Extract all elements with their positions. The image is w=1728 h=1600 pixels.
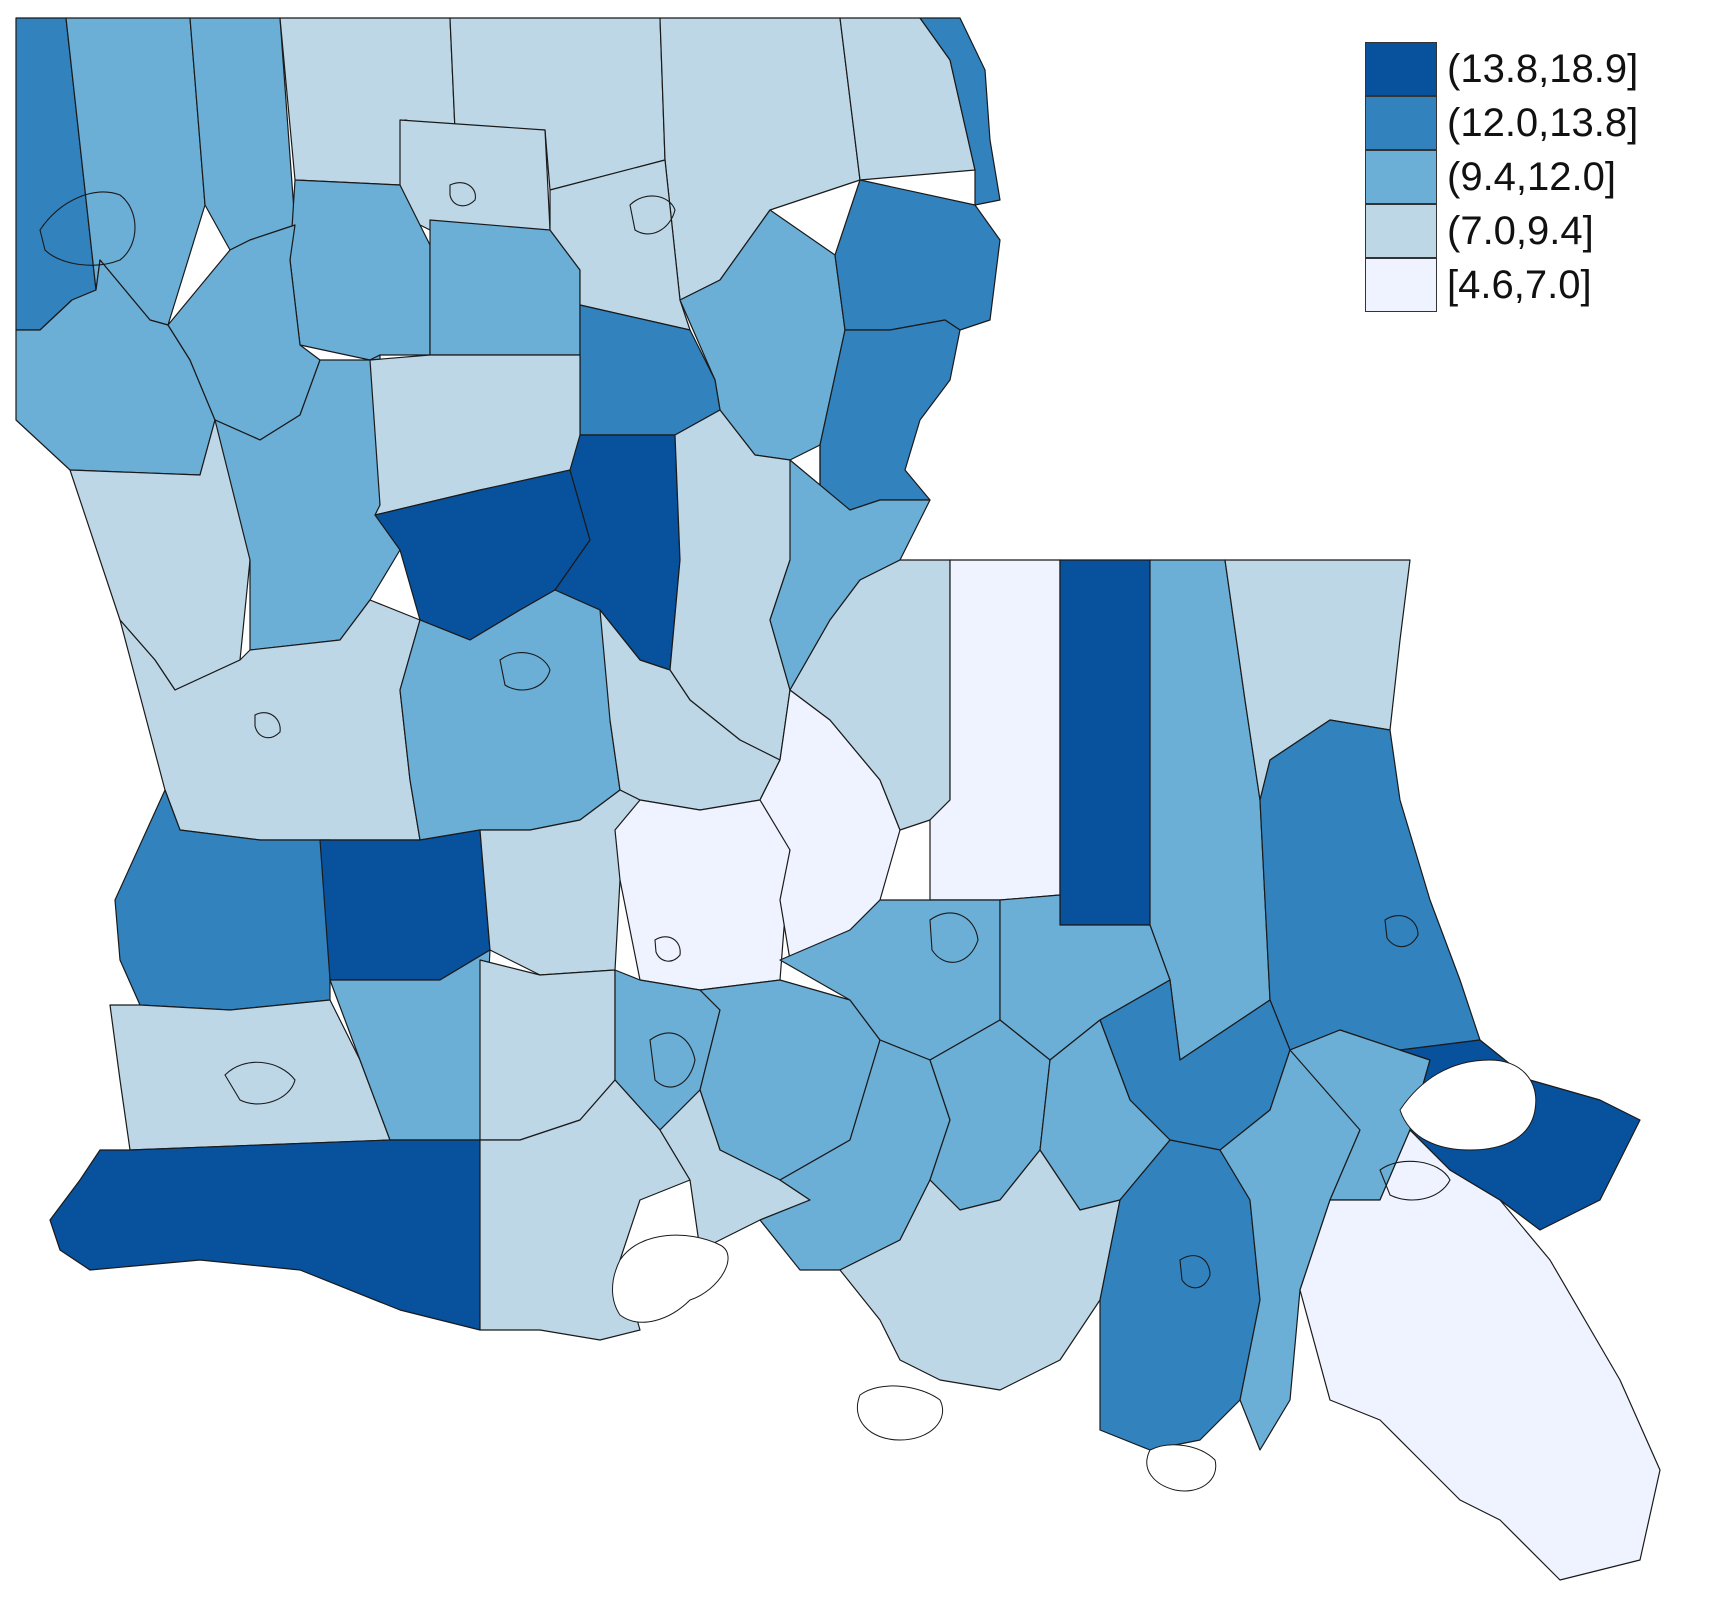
legend-label: (12.0,13.8] (1447, 101, 1639, 145)
map-legend: (13.8,18.9] (12.0,13.8] (9.4,12.0] (7.0,… (1365, 42, 1638, 312)
place-shreveport (39, 191, 136, 266)
legend-label: (13.8,18.9] (1447, 47, 1639, 91)
place-monroe (629, 195, 676, 235)
terrebonne-bay (1146, 1444, 1217, 1492)
legend-item: (13.8,18.9] (1365, 42, 1638, 96)
atchafalaya-bay (856, 1385, 943, 1441)
vermilion-bay (612, 1234, 729, 1323)
place-houma (1179, 1255, 1211, 1289)
legend-label: (7.0,9.4] (1447, 209, 1594, 253)
parish-bienville (289, 179, 431, 361)
place-opelousas (654, 936, 681, 962)
water-bodies (612, 1059, 1537, 1492)
place-natchitoches (254, 712, 281, 739)
parish-lincoln (399, 119, 551, 236)
legend-swatch (1365, 42, 1437, 96)
legend-swatch (1365, 204, 1437, 258)
place-hammond (1384, 915, 1419, 948)
parish-cameron (479, 1079, 691, 1341)
place-lake-charles (224, 1061, 296, 1105)
legend-swatch (1365, 150, 1437, 204)
parish-st-helena (1059, 559, 1151, 926)
place-new-orleans (1379, 1160, 1451, 1201)
legend-item: (9.4,12.0] (1365, 150, 1638, 204)
legend-item: (12.0,13.8] (1365, 96, 1638, 150)
parish-red-river (167, 224, 321, 441)
place-boundaries (39, 182, 1451, 1289)
legend-label: (9.4,12.0] (1447, 155, 1617, 199)
parish-pointe-coupee (759, 689, 901, 961)
legend-swatch (1365, 258, 1437, 312)
parish-tensas (819, 319, 961, 511)
legend-swatch (1365, 96, 1437, 150)
place-baton-rouge (929, 912, 979, 963)
legend-item: [4.6,7.0] (1365, 258, 1638, 312)
lake-pontchartrain (1399, 1059, 1537, 1151)
parish-allen (319, 829, 491, 981)
parish-st-tammany (1259, 719, 1481, 1051)
place-lafayette (649, 1032, 696, 1088)
parish-east-feliciana (929, 559, 1061, 901)
parish-calcasieu (49, 1139, 481, 1331)
place-alexandria (499, 652, 551, 691)
parish-webster (189, 17, 296, 251)
parish-east-carroll (919, 17, 1001, 206)
legend-label: [4.6,7.0] (1447, 263, 1592, 307)
place-ruston (449, 182, 476, 207)
legend-item: (7.0,9.4] (1365, 204, 1638, 258)
